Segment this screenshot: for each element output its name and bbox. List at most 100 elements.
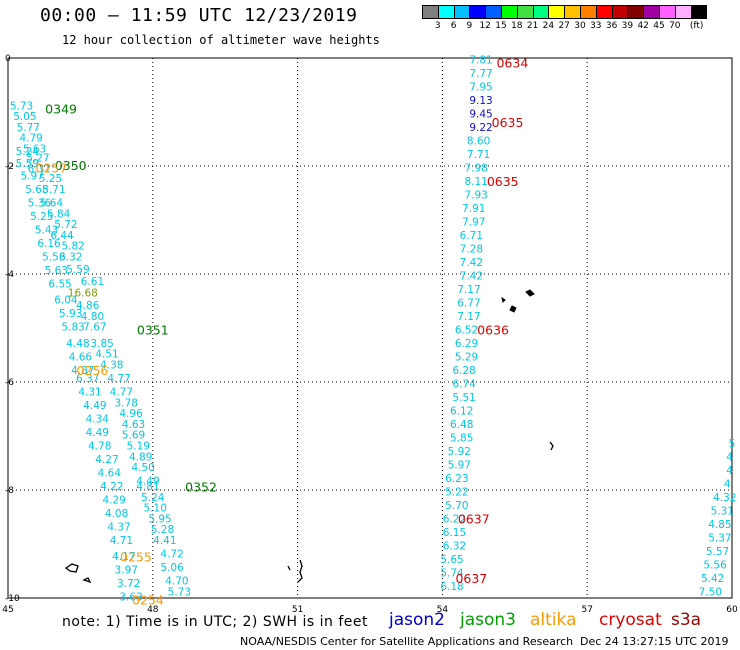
page-subtitle: 12 hour collection of altimeter wave hei…: [62, 33, 380, 47]
swh-value: 5.63: [45, 265, 68, 277]
swh-value: 4.89: [129, 451, 152, 463]
swh-value: 5.56: [703, 559, 727, 571]
swh-value: 6.28: [452, 365, 475, 377]
lat-tick-label: -10: [5, 594, 20, 604]
swh-value: 6.74: [452, 378, 476, 390]
swh-value: 4.29: [102, 495, 125, 507]
swh-value: 5.84: [47, 208, 71, 220]
swh-value: 7.17: [457, 284, 480, 296]
swh-value: 6.32: [59, 252, 82, 264]
color-scale-label: 18: [511, 21, 523, 31]
pass-time-label: 0257: [36, 161, 68, 176]
swh-value: 5.73: [10, 100, 33, 112]
swh-value: 5.68: [25, 184, 48, 196]
swh-value: 4.41: [153, 535, 176, 547]
swh-value: 7.91: [462, 203, 485, 215]
color-scale-label: 15: [495, 21, 507, 31]
swh-value: 5.72: [54, 219, 77, 231]
color-scale: [422, 5, 708, 19]
swh-value: 5.69: [122, 430, 145, 442]
pass-time-label: 0635: [492, 115, 524, 130]
swh-value: 4: [726, 465, 733, 477]
swh-value: 6.29: [455, 338, 478, 350]
swh-values: 5.735.055.774.795.635.245.275.596.315.97…: [10, 54, 737, 603]
swh-value: 5.97: [448, 459, 471, 471]
swh-value: 4.85: [708, 519, 731, 531]
swh-value: 9.13: [469, 95, 492, 107]
color-swatch: [548, 5, 566, 19]
swh-value: 6.16: [37, 238, 61, 250]
swh-value: 5.70: [445, 500, 468, 512]
swh-value: 4.66: [69, 351, 93, 363]
footer-credit: NOAA/NESDIS Center for Satellite Applica…: [240, 635, 574, 648]
legend-jason2: jason2: [389, 610, 445, 630]
lon-tick-label: 51: [292, 605, 303, 615]
swh-value: 4.70: [165, 576, 188, 588]
swh-value: 3.85: [90, 338, 113, 350]
color-scale-label: 21: [526, 21, 539, 31]
swh-value: 4.37: [107, 522, 130, 534]
swh-value: 6.37: [76, 373, 99, 385]
swh-value: 5.06: [160, 562, 184, 574]
swh-value: 5.22: [445, 486, 468, 498]
color-swatch: [674, 5, 692, 19]
color-scale-label: (ft): [689, 21, 704, 31]
swh-value: 7.93: [464, 189, 487, 201]
swh-value: 4.78: [88, 441, 111, 453]
swh-value: 6.31: [28, 163, 51, 175]
color-scale-label: 24: [542, 21, 555, 31]
legend-s3a: s3a: [671, 610, 702, 630]
swh-value: 6.23: [445, 473, 468, 485]
island-seychelles: [501, 289, 535, 313]
swh-value: 5.24: [141, 492, 165, 504]
color-swatch: [564, 5, 581, 19]
swh-value: 5.64: [40, 198, 64, 210]
pass-time-label: 0350: [55, 158, 87, 173]
swh-value: 7.81: [469, 54, 492, 66]
swh-value: 4: [726, 451, 733, 463]
color-swatch: [627, 5, 645, 19]
swh-value: 16.68: [68, 288, 98, 300]
swh-value: 5.57: [706, 546, 729, 558]
swh-value: 7.67: [83, 322, 106, 334]
color-scale-label: 6: [450, 21, 457, 31]
swh-value: 4.71: [110, 535, 133, 547]
color-swatch: [579, 5, 597, 19]
swh-value: 6.32: [443, 540, 466, 552]
axis-labels: 45 48 51 54 57 600-2-4-6-8-10: [2, 54, 738, 615]
swh-value: 6.77: [457, 297, 480, 309]
swh-value: 4.96: [119, 408, 143, 420]
pass-time-label: 0255: [120, 550, 152, 565]
swh-value: 4.27: [95, 454, 118, 466]
swh-value: 6.48: [450, 419, 473, 431]
legend-note: note: 1) Time is in UTC; 2) SWH is in fe…: [62, 614, 369, 630]
swh-value: 5.53: [42, 252, 65, 264]
swh-value: 4.87: [71, 365, 94, 377]
swh-value: 6.18: [440, 581, 463, 593]
swh-value: 5.85: [450, 432, 473, 444]
swh-value: 4.81: [136, 481, 159, 493]
swh-value: 8.60: [467, 135, 490, 147]
color-swatch: [643, 5, 660, 19]
pass-time-label: 0254: [132, 593, 164, 608]
swh-value: 4.08: [105, 508, 128, 520]
swh-value: 5.29: [455, 351, 478, 363]
color-scale-labels: 3 6 9 12 15 18 21 24 27 30 33 36 39 42 45 70 (ft): [422, 21, 740, 33]
swh-value: 9.22: [469, 122, 492, 134]
lat-tick-label: -4: [5, 270, 14, 280]
lon-tick-label: 60: [726, 605, 738, 615]
lat-tick-label: -2: [5, 162, 14, 172]
swh-value: 4.49: [86, 427, 109, 439]
swh-value: 6.04: [54, 295, 78, 307]
color-scale-label: 33: [590, 21, 602, 31]
color-swatch: [453, 5, 471, 19]
page-title: 00:00 – 11:59 UTC 12/23/2019: [40, 5, 358, 26]
pass-time-label: 0256: [77, 363, 109, 378]
swh-value: 4.50: [131, 462, 154, 474]
legend-cryosat: cryosat: [599, 610, 662, 630]
swh-value: 6.22: [443, 513, 466, 525]
legend-jason3: jason3: [460, 610, 516, 630]
swh-value: 6.55: [48, 279, 71, 291]
lon-tick-label: 57: [581, 605, 592, 615]
swh-value: 3.78: [115, 397, 138, 409]
